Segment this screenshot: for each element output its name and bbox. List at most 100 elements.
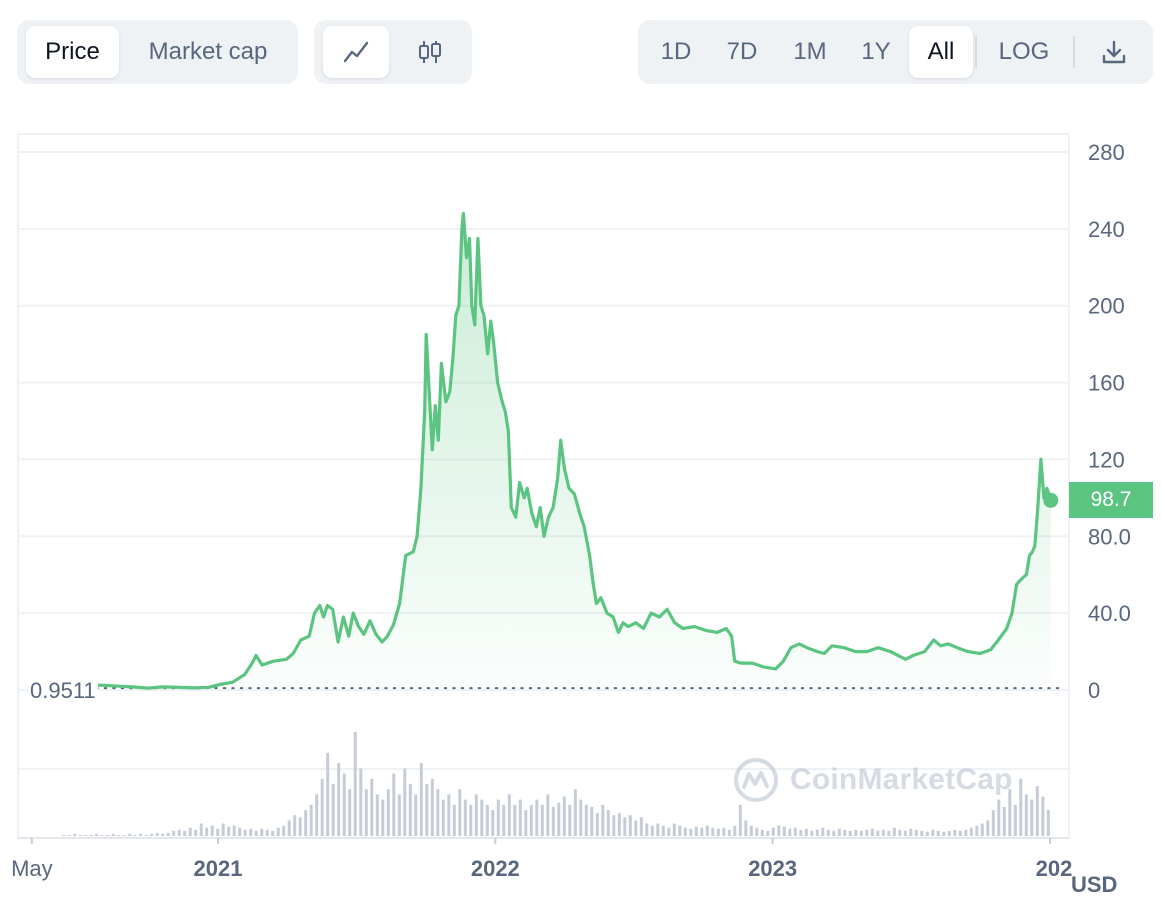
volume-bar (667, 827, 671, 836)
volume-bar (238, 827, 242, 836)
volume-bar (1008, 789, 1012, 836)
volume-bar (969, 827, 973, 836)
volume-bar (766, 830, 770, 836)
volume-bar (89, 835, 93, 836)
volume-bar (496, 799, 500, 836)
volume-bar (810, 830, 814, 836)
volume-bar (678, 825, 682, 836)
volume-bar (1041, 796, 1045, 836)
volume-bar (980, 823, 984, 836)
volume-bar (843, 829, 847, 836)
volume-bar (348, 789, 352, 836)
volume-bar (755, 827, 759, 836)
price-tab[interactable]: Price (26, 26, 119, 78)
currency-label: USD (1071, 872, 1118, 897)
volume-bar (870, 828, 874, 836)
volume-bar (936, 830, 940, 836)
volume-bar (551, 806, 555, 836)
volume-bar (546, 794, 550, 836)
volume-bar (650, 825, 654, 836)
market-cap-tab[interactable]: Market cap (148, 38, 268, 65)
range-1y-button[interactable]: 1Y (861, 38, 891, 65)
volume-bar (782, 826, 786, 836)
toolbar-divider (975, 36, 977, 68)
volume-bar (172, 830, 176, 836)
volume-bar (601, 804, 605, 836)
volume-bar (645, 823, 649, 836)
range-1d-button[interactable]: 1D (660, 38, 692, 65)
watermark: CoinMarketCap (732, 752, 1013, 808)
volume-bar (931, 829, 935, 836)
y-tick-label: 240 (1088, 217, 1125, 242)
volume-bar (111, 833, 115, 836)
volume-bar (837, 828, 841, 836)
volume-bar (474, 794, 478, 836)
volume-bar (144, 835, 148, 836)
volume-bar (436, 789, 440, 836)
current-price-dot (1043, 492, 1059, 508)
volume-bar (183, 830, 187, 836)
volume-bar (535, 799, 539, 836)
volume-bar (832, 830, 836, 836)
line-chart-button[interactable] (323, 26, 389, 78)
volume-bar (227, 826, 231, 836)
volume-bar (1019, 778, 1023, 836)
range-7d-button[interactable]: 7D (726, 38, 758, 65)
volume-bar (788, 828, 792, 836)
volume-bar (612, 815, 616, 836)
volume-bar (452, 804, 456, 836)
volume-bar (188, 827, 192, 836)
volume-bar (293, 815, 297, 836)
first-price-label: 0.9511 (28, 678, 98, 704)
download-icon (1102, 40, 1126, 64)
volume-bar (689, 828, 693, 836)
volume-bar (628, 815, 632, 836)
volume-bar (579, 799, 583, 836)
volume-bar (304, 810, 308, 836)
volume-bar (557, 802, 561, 836)
volume-bar (326, 752, 330, 836)
volume-bar (986, 820, 990, 836)
x-tick-label: 2022 (471, 856, 520, 881)
volume-bar (1035, 786, 1039, 836)
volume-bar (375, 794, 379, 836)
volume-bar (672, 823, 676, 836)
volume-bar (150, 833, 154, 836)
volume-bar (744, 820, 748, 836)
volume-bar (260, 828, 264, 836)
volume-bar (821, 827, 825, 836)
volume-bar (392, 773, 396, 836)
y-tick-label: 120 (1088, 447, 1125, 472)
candlestick-button[interactable] (397, 26, 463, 78)
range-all-button[interactable]: All (909, 26, 973, 78)
volume-bar (1030, 799, 1034, 836)
volume-bar (700, 827, 704, 836)
y-tick-label: 280 (1088, 140, 1125, 165)
volume-bar (997, 799, 1001, 836)
volume-bar (914, 829, 918, 836)
volume-bar (804, 828, 808, 836)
volume-bar (568, 804, 572, 836)
download-button[interactable] (1083, 26, 1145, 78)
toolbar-divider (1073, 36, 1075, 68)
range-1m-button[interactable]: 1M (793, 38, 827, 65)
volume-bar (386, 789, 390, 836)
x-tick-label: 2023 (748, 856, 797, 881)
log-scale-button[interactable]: LOG (998, 38, 1050, 65)
volume-bar (920, 830, 924, 836)
volume-bar (711, 827, 715, 836)
volume-bar (194, 829, 198, 836)
volume-bar (793, 827, 797, 836)
watermark-text: CoinMarketCap (790, 763, 1013, 796)
volume-bar (441, 799, 445, 836)
volume-bar (216, 828, 220, 836)
volume-bar (155, 832, 159, 836)
volume-bar (359, 768, 363, 836)
volume-bar (815, 829, 819, 836)
volume-bar (271, 830, 275, 836)
volume-bar (606, 810, 610, 836)
volume-bar (122, 835, 126, 836)
volume-bar (661, 825, 665, 836)
volume-bar (370, 778, 374, 836)
